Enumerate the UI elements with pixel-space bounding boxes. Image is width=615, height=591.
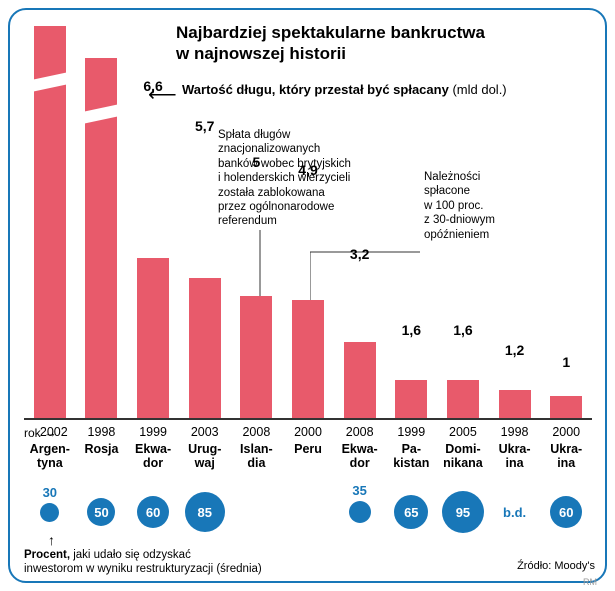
- year-label: 1999: [127, 425, 179, 439]
- year-label: 2000: [282, 425, 334, 439]
- year-label: 2008: [231, 425, 283, 439]
- bubble-cell: 35: [334, 490, 386, 534]
- bar-value-label: 5: [231, 154, 283, 170]
- bar-break: [30, 72, 70, 93]
- year-label: 1999: [385, 425, 437, 439]
- bar-col: 1: [540, 396, 592, 418]
- bubble-cell: 30: [24, 490, 76, 534]
- bubble-cell: 60: [127, 490, 179, 534]
- bar-col: 73: [76, 58, 128, 418]
- recovery-bubble: 95: [442, 491, 484, 533]
- bubble-cell: [282, 490, 334, 534]
- bar-value-label: 6,6: [127, 78, 179, 94]
- bubble-cell: 95: [437, 490, 489, 534]
- author-mark: RM: [583, 577, 597, 587]
- country-label: Ekwa-dor: [334, 442, 386, 471]
- bar: [550, 396, 582, 418]
- bar-col: 82: [24, 26, 76, 418]
- bar-col: 5,7: [179, 278, 231, 418]
- country-label: Islan-dia: [231, 442, 283, 471]
- recovery-value: 50: [94, 505, 108, 520]
- bar: [85, 58, 117, 418]
- bubble-note-bold: Procent,: [24, 549, 70, 561]
- bar: [34, 26, 66, 418]
- recovery-value: 60: [559, 505, 573, 520]
- bar: [240, 296, 272, 418]
- year-label: 2003: [179, 425, 231, 439]
- country-label: Urug-waj: [179, 442, 231, 471]
- bubble-cell: 85: [179, 490, 231, 534]
- bar-value-label: 1,2: [489, 342, 541, 358]
- source-label: Źródło: Moody's: [517, 560, 595, 572]
- recovery-value: 65: [404, 505, 418, 520]
- bubble-cell: b.d.: [489, 490, 541, 534]
- bar: [137, 258, 169, 418]
- bar: [499, 390, 531, 418]
- country-label: Rosja: [76, 442, 128, 471]
- recovery-bubble: 35: [349, 501, 371, 523]
- year-label: 2008: [334, 425, 386, 439]
- country-label: Ekwa-dor: [127, 442, 179, 471]
- bar-col: 1,6: [437, 380, 489, 418]
- country-label: Peru: [282, 442, 334, 471]
- bars-container: 82736,65,754,93,21,61,61,21: [24, 20, 592, 418]
- recovery-value: 85: [198, 505, 212, 520]
- recovery-value: 30: [43, 485, 57, 500]
- bar-chart: 82736,65,754,93,21,61,61,21: [24, 20, 592, 420]
- bar-col: 3,2: [334, 342, 386, 418]
- bar-col: 4,9: [282, 300, 334, 418]
- bar: [447, 380, 479, 418]
- bubble-cell: [231, 490, 283, 534]
- year-label: 1998: [489, 425, 541, 439]
- bar-value-label: 1,6: [385, 322, 437, 338]
- years-row: 2002199819992003200820002008199920051998…: [24, 425, 592, 439]
- bar-break: [81, 104, 121, 125]
- bubble-arrow-icon: ↑: [48, 532, 55, 548]
- year-label: 2005: [437, 425, 489, 439]
- recovery-bubble: 30: [40, 503, 59, 522]
- bar: [292, 300, 324, 418]
- bubble-cell: 65: [385, 490, 437, 534]
- recovery-nodata: b.d.: [503, 505, 526, 520]
- bubbles-row: 30 50 60 85 35 65 95 b.d. 60: [24, 490, 592, 534]
- year-label: 1998: [76, 425, 128, 439]
- recovery-value: 35: [352, 483, 366, 498]
- bar-col: 5: [231, 296, 283, 418]
- bar-col: 1,6: [385, 380, 437, 418]
- countries-row: Argen-tynaRosjaEkwa-dorUrug-wajIslan-dia…: [24, 442, 592, 471]
- recovery-value: 95: [456, 505, 470, 520]
- bar-col: 1,2: [489, 390, 541, 418]
- recovery-value: 60: [146, 505, 160, 520]
- country-label: Ukra-ina: [540, 442, 592, 471]
- country-label: Pa-kistan: [385, 442, 437, 471]
- bar-value-label: 3,2: [334, 246, 386, 262]
- recovery-bubble: 60: [137, 496, 169, 528]
- bar-col: 6,6: [127, 258, 179, 418]
- bar-value-label: 4,9: [282, 162, 334, 178]
- country-label: Domi-nikana: [437, 442, 489, 471]
- recovery-bubble: 60: [550, 496, 582, 528]
- bar: [344, 342, 376, 418]
- bar-value-label: 1,6: [437, 322, 489, 338]
- bar: [395, 380, 427, 418]
- bar-value-label: 1: [540, 354, 592, 370]
- bubble-cell: 60: [540, 490, 592, 534]
- recovery-bubble: 85: [185, 492, 225, 532]
- bubble-cell: 50: [76, 490, 128, 534]
- country-label: Ukra-ina: [489, 442, 541, 471]
- year-label: 2000: [540, 425, 592, 439]
- recovery-bubble: 50: [87, 498, 115, 526]
- bar-value-label: 5,7: [179, 118, 231, 134]
- bar: [189, 278, 221, 418]
- recovery-bubble: 65: [394, 495, 428, 529]
- bubble-note: Procent, jaki udało się odzyskaćinwestor…: [24, 548, 262, 577]
- country-label: Argen-tyna: [24, 442, 76, 471]
- chart-baseline: [24, 418, 592, 420]
- year-label: 2002: [24, 425, 76, 439]
